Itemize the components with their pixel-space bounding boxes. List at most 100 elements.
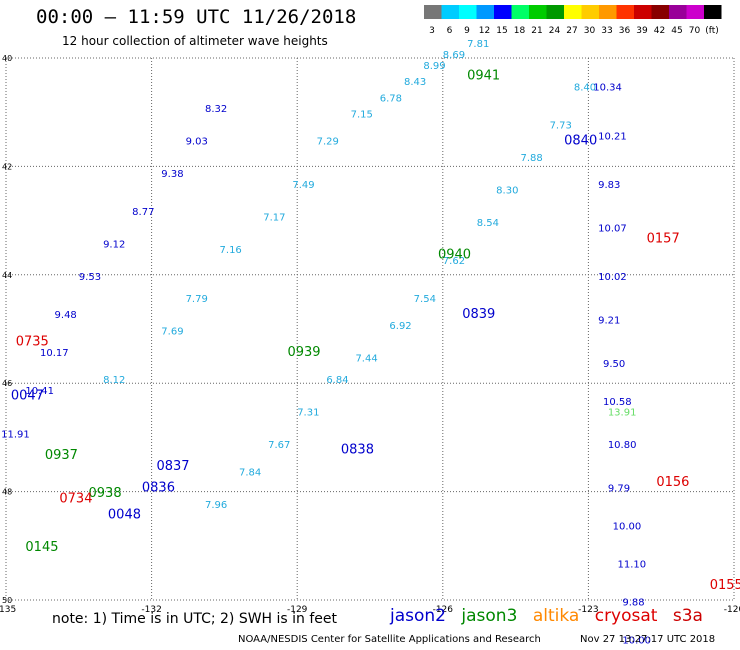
data-point-label: 10.21: [598, 131, 627, 142]
data-point-label: 8.30: [496, 186, 518, 197]
scale-label: 36: [619, 26, 631, 36]
data-point-label: 7.84: [239, 467, 261, 478]
data-point-label: 8.77: [132, 207, 154, 218]
scale-swatch: [529, 5, 547, 19]
data-point-label: 11.91: [1, 429, 30, 440]
scale-swatch: [424, 5, 442, 19]
data-point-label: 9.48: [55, 310, 77, 321]
data-point-label: 9.21: [598, 316, 620, 327]
pass-time-label: 0734: [59, 491, 92, 506]
x-tick-label: -123: [578, 605, 598, 615]
scale-label: 33: [601, 26, 612, 36]
scale-swatch: [494, 5, 512, 19]
scale-swatch: [669, 5, 687, 19]
data-point-label: 8.69: [443, 50, 465, 61]
data-point-label: 7.15: [351, 110, 373, 121]
y-tick-label: 50: [2, 596, 12, 605]
pass-time-label: 0838: [341, 443, 374, 458]
legend-jason2: jason2: [390, 606, 446, 626]
scale-swatch: [686, 5, 704, 19]
scale-label: 15: [496, 26, 507, 36]
x-tick-label: -126: [433, 605, 454, 615]
scale-swatch: [546, 5, 564, 19]
scale-label: 18: [514, 26, 526, 36]
data-point-label: 7.62: [443, 256, 465, 267]
scale-swatch: [441, 5, 459, 19]
data-point-label: 7.17: [263, 213, 285, 224]
scale-label: 42: [654, 26, 665, 36]
y-tick-label: 46: [2, 379, 12, 388]
data-point-label: 7.73: [550, 120, 572, 131]
data-point-label: 8.54: [477, 218, 499, 229]
y-tick-label: 48: [2, 488, 12, 497]
pass-time-label: 0941: [467, 69, 500, 84]
scale-label: 12: [479, 26, 490, 36]
pass-time-label: 0839: [462, 307, 495, 322]
data-point-label: 7.16: [220, 245, 242, 256]
data-point-label: 9.12: [103, 240, 125, 251]
data-point-label: 8.40: [574, 83, 596, 94]
data-point-label: 10.02: [598, 272, 627, 283]
scale-swatch: [476, 5, 494, 19]
data-point-label: 7.49: [292, 180, 314, 191]
scale-label: 21: [531, 26, 542, 36]
scale-swatch: [511, 5, 529, 19]
legend-altika: altika: [532, 606, 580, 626]
data-point-label: 7.29: [317, 137, 339, 148]
scale-label: (ft): [705, 26, 719, 36]
pass-time-label: 0837: [156, 459, 189, 474]
color-scale: 3 6 9 12 15 18 21 24 27 30 33 36 39 42 45 70 (ft): [424, 5, 722, 36]
data-point-label: 10.07: [598, 223, 627, 234]
scale-swatch: [616, 5, 634, 19]
data-point-label: 10.00: [622, 635, 651, 646]
data-point-label: 10.17: [40, 348, 69, 359]
credit: NOAA/NESDIS Center for Satellite Applica…: [238, 634, 541, 645]
legend: jason2 jason3 altika cryosat s3a: [390, 606, 713, 626]
data-point-label: 7.96: [205, 500, 227, 511]
pass-time-label: 0836: [142, 481, 175, 496]
chart-title: 00:00 – 11:59 UTC 11/26/2018: [36, 6, 357, 28]
y-tick-label: 40: [2, 54, 12, 63]
x-tick-label: -132: [141, 605, 161, 615]
scale-swatch: [564, 5, 582, 19]
data-point-label: 6.78: [380, 93, 402, 104]
data-point-label: 6.84: [326, 375, 348, 386]
x-tick-label: -135: [0, 605, 16, 615]
data-point-label: 7.88: [520, 153, 542, 164]
data-point-label: 9.50: [603, 359, 625, 370]
scale-label: 30: [584, 26, 596, 36]
pass-time-label: 0940: [438, 248, 471, 263]
data-point-label: 7.81: [467, 39, 489, 50]
data-point-label: 7.31: [297, 408, 319, 419]
scale-swatch: [581, 5, 599, 19]
scale-swatch: [651, 5, 669, 19]
chart-subtitle: 12 hour collection of altimeter wave hei…: [62, 34, 328, 48]
scale-label: 39: [636, 26, 648, 36]
timestamp: Nov 27 13:27:17 UTC 2018: [580, 634, 716, 645]
data-point-label: 7.67: [268, 440, 290, 451]
legend-s3a: s3a: [672, 606, 703, 626]
data-point-label: 10.00: [613, 522, 642, 533]
chart-note: note: 1) Time is in UTC; 2) SWH is in fe…: [52, 611, 338, 627]
pass-time-label: 0937: [45, 448, 78, 463]
data-point-label: 8.43: [404, 77, 426, 88]
legend-cryosat: cryosat: [594, 606, 658, 626]
data-point-label: 7.44: [355, 354, 377, 365]
legend-jason3: jason3: [461, 606, 518, 626]
data-point-label: 7.54: [414, 294, 436, 305]
pass-time-label: 0939: [287, 345, 320, 360]
scale-label: 3: [429, 26, 435, 36]
data-point-label: 8.12: [103, 375, 125, 386]
data-point-label: 10.80: [608, 440, 637, 451]
data-point-label: 11.10: [618, 559, 647, 570]
pass-time-label: 0155: [710, 578, 740, 593]
pass-time-label: 0157: [647, 231, 680, 246]
data-point-label: 10.41: [25, 386, 54, 397]
data-point-label: 9.03: [186, 137, 208, 148]
data-point-label: 10.34: [593, 83, 622, 94]
data-point-label: 8.32: [205, 104, 227, 115]
scale-swatch: [459, 5, 477, 19]
data-point-label: 9.38: [161, 169, 183, 180]
scale-label: 70: [689, 26, 701, 36]
